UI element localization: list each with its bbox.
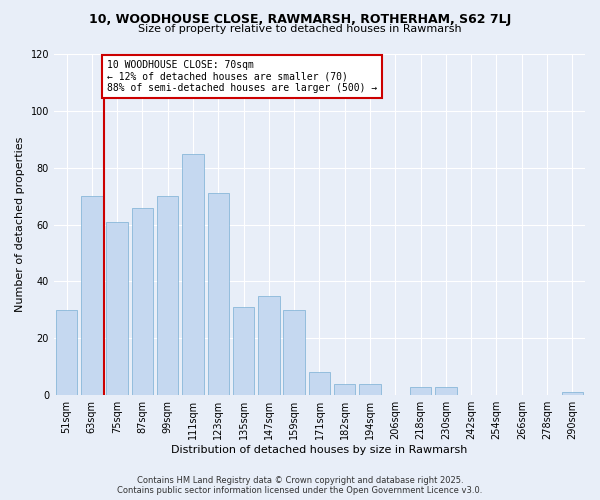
Bar: [283, 310, 305, 395]
Y-axis label: Number of detached properties: Number of detached properties: [15, 137, 25, 312]
Bar: [182, 154, 204, 395]
Bar: [81, 196, 103, 395]
Bar: [56, 310, 77, 395]
Bar: [359, 384, 381, 395]
Bar: [562, 392, 583, 395]
Bar: [435, 386, 457, 395]
Bar: [208, 194, 229, 395]
Text: 10, WOODHOUSE CLOSE, RAWMARSH, ROTHERHAM, S62 7LJ: 10, WOODHOUSE CLOSE, RAWMARSH, ROTHERHAM…: [89, 12, 511, 26]
Bar: [410, 386, 431, 395]
Bar: [106, 222, 128, 395]
Text: Contains HM Land Registry data © Crown copyright and database right 2025.
Contai: Contains HM Land Registry data © Crown c…: [118, 476, 482, 495]
Bar: [334, 384, 355, 395]
X-axis label: Distribution of detached houses by size in Rawmarsh: Distribution of detached houses by size …: [171, 445, 467, 455]
Bar: [309, 372, 330, 395]
Bar: [131, 208, 153, 395]
Bar: [157, 196, 178, 395]
Bar: [233, 307, 254, 395]
Bar: [258, 296, 280, 395]
Text: Size of property relative to detached houses in Rawmarsh: Size of property relative to detached ho…: [138, 24, 462, 34]
Text: 10 WOODHOUSE CLOSE: 70sqm
← 12% of detached houses are smaller (70)
88% of semi-: 10 WOODHOUSE CLOSE: 70sqm ← 12% of detac…: [107, 60, 377, 93]
